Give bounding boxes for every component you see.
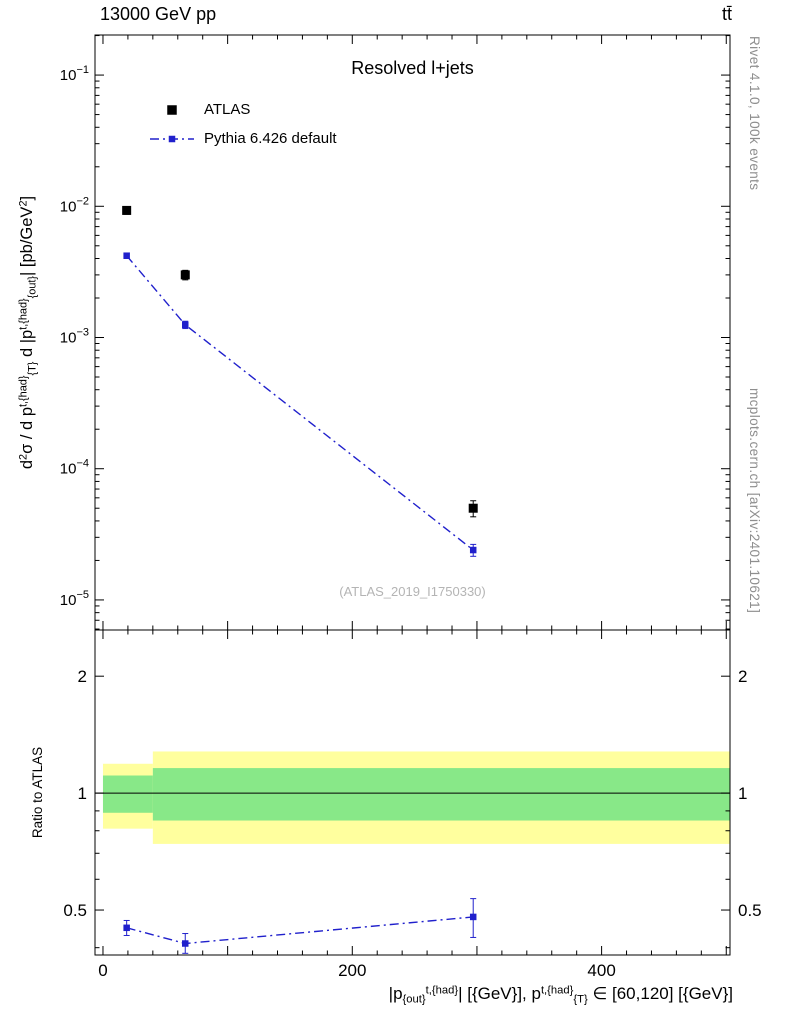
svg-text:2: 2 <box>78 667 87 686</box>
tick-labels: 10−1 10−2 10−3 10−4 10−5 0.5 0.5 1 1 2 2 0 200 400 <box>60 64 762 980</box>
rivet-version-label: Rivet 4.1.0, 100k events <box>747 36 762 191</box>
svg-text:1: 1 <box>78 784 87 803</box>
legend-label-pythia: Pythia 6.426 default <box>204 130 337 147</box>
analysis-watermark: (ATLAS_2019_I1750330) <box>339 584 486 599</box>
main-series-atlas <box>122 205 478 518</box>
svg-text:0.5: 0.5 <box>738 901 762 920</box>
mcplots-reference-label: mcplots.cern.ch [arXiv:2401.10621] <box>747 388 762 614</box>
ratio-uncertainty-bands <box>95 751 731 844</box>
main-series-pythia-6-426-default <box>123 252 477 557</box>
ratio-y-axis-label: Ratio to ATLAS <box>30 746 45 839</box>
plot-frames <box>94 34 731 956</box>
svg-text:1: 1 <box>738 784 747 803</box>
ratio-series-pythia-over-atlas <box>123 898 477 954</box>
svg-text:10−4: 10−4 <box>60 458 89 478</box>
legend-markers <box>150 105 194 143</box>
svg-text:2: 2 <box>738 667 747 686</box>
svg-text:10−2: 10−2 <box>60 195 89 215</box>
x-axis-label: |p{out}t,{had}| [{GeV}], pt,{had}{T} ∈ [… <box>388 984 733 1006</box>
axis-ticks <box>95 35 730 955</box>
legend-label-atlas: ATLAS <box>204 101 251 118</box>
svg-text:10−1: 10−1 <box>60 64 89 84</box>
process-title: tt̄ <box>721 4 732 24</box>
svg-text:10−5: 10−5 <box>60 589 89 609</box>
svg-text:400: 400 <box>587 961 615 980</box>
svg-text:0: 0 <box>98 961 107 980</box>
svg-text:0.5: 0.5 <box>63 901 87 920</box>
svg-text:200: 200 <box>338 961 366 980</box>
plot-title: Resolved l+jets <box>351 58 474 78</box>
svg-text:10−3: 10−3 <box>60 326 89 346</box>
main-y-axis-label: d2σ / d pt,{had}{T} d |pt,{had}{out}| [p… <box>17 195 39 470</box>
beam-energy-title: 13000 GeV pp <box>100 4 217 24</box>
